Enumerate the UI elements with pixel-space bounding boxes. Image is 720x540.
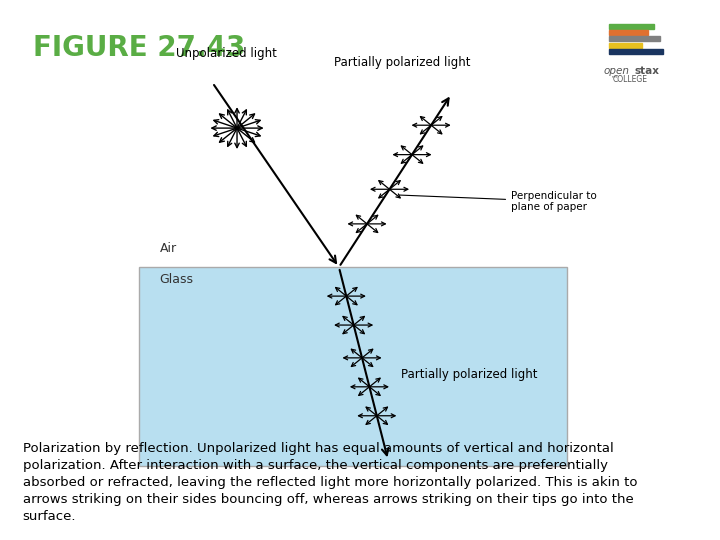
Bar [609,36,660,41]
Text: open: open [604,66,630,76]
Text: Partially polarized light: Partially polarized light [400,368,537,381]
Text: Unpolarized light: Unpolarized light [176,47,277,60]
Bar [609,30,648,35]
Text: stax: stax [634,66,659,76]
Bar [609,43,642,48]
Text: ™: ™ [611,75,618,82]
Text: Perpendicular to
plane of paper: Perpendicular to plane of paper [400,191,597,212]
Text: Polarization by reflection. Unpolarized light has equal amounts of vertical and : Polarization by reflection. Unpolarized … [23,442,637,523]
Text: Glass: Glass [160,273,194,286]
Text: FIGURE 27.43: FIGURE 27.43 [33,35,246,63]
Bar [139,267,567,466]
Text: Partially polarized light: Partially polarized light [334,56,470,69]
Bar [609,49,663,54]
Text: Air: Air [160,241,177,255]
Bar [609,24,654,29]
Text: COLLEGE: COLLEGE [613,75,648,84]
